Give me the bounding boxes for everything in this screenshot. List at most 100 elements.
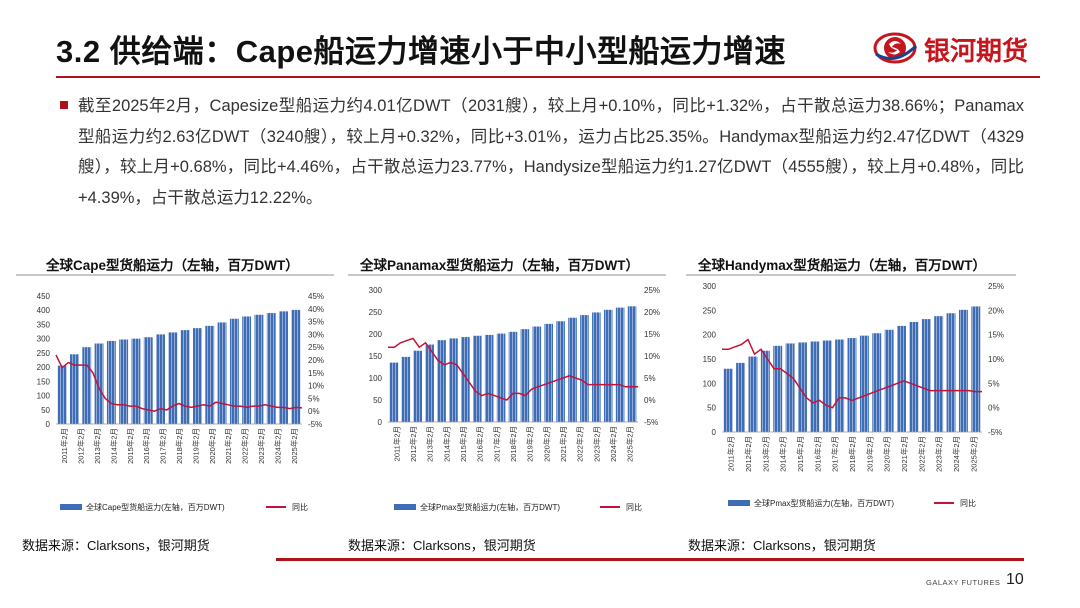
y-right-tick-label: 0%	[644, 396, 656, 405]
yoy-line	[722, 338, 982, 409]
capacity-bar	[884, 329, 894, 432]
y-right-tick-label: 10%	[644, 352, 660, 361]
y-left-tick-label: 50	[41, 406, 50, 415]
chart-title-divider	[348, 274, 666, 276]
y-right-tick-label: 40%	[308, 305, 324, 314]
x-tick-label: 2021年2月	[223, 428, 233, 464]
capacity-bar	[822, 340, 832, 432]
capacity-bar	[934, 316, 944, 432]
chart-title-handymax: 全球Handymax型货船运力（左轴，百万DWT）	[698, 258, 987, 273]
y-right-tick-label: 30%	[308, 330, 324, 339]
x-tick-label: 2014年2月	[108, 428, 118, 464]
x-tick-label: 2020年2月	[207, 428, 217, 464]
capacity-bar	[82, 347, 92, 424]
y-left-tick-label: 50	[373, 396, 382, 405]
capacity-bar	[57, 365, 67, 424]
y-right-tick-label: 5%	[644, 374, 656, 383]
capacity-bar	[736, 362, 746, 432]
y-right-tick-label: 5%	[308, 394, 320, 403]
chart-source-panamax: 数据来源：Clarksons，银河期货	[348, 538, 536, 553]
legend-line-label: 同比	[960, 498, 976, 508]
y-left-tick-label: 200	[369, 330, 383, 339]
x-tick-label: 2015年2月	[795, 436, 805, 472]
capacity-bar	[205, 325, 215, 424]
capacity-bar	[217, 322, 227, 424]
x-tick-label: 2014年2月	[778, 436, 788, 472]
x-tick-label: 2023年2月	[591, 426, 601, 462]
y-left-tick-label: 0	[378, 418, 383, 427]
footer-brand: GALAXY FUTURES	[926, 578, 1001, 587]
y-right-tick-label: 5%	[988, 379, 1000, 388]
x-tick-label: 2025年2月	[968, 436, 978, 472]
capacity-bar	[461, 337, 470, 422]
capacity-bar	[413, 350, 423, 422]
x-tick-label: 2013年2月	[760, 436, 770, 472]
x-tick-label: 2024年2月	[608, 426, 618, 462]
title-divider	[56, 76, 1040, 78]
x-tick-label: 2016年2月	[812, 436, 822, 472]
x-tick-label: 2011年2月	[59, 428, 69, 463]
galaxy-logo-icon	[873, 32, 918, 64]
x-tick-label: 2019年2月	[190, 428, 200, 464]
x-tick-label: 2017年2月	[491, 426, 501, 462]
x-tick-label: 2014年2月	[441, 426, 451, 462]
y-left-tick-label: 250	[703, 306, 717, 315]
capacity-bar	[437, 340, 446, 422]
x-tick-label: 2012年2月	[743, 436, 753, 472]
yoy-line	[55, 354, 303, 412]
capacity-bar	[131, 338, 141, 424]
chart-source-handymax: 数据来源：Clarksons，银河期货	[688, 538, 876, 553]
x-tick-label: 2011年2月	[391, 426, 401, 461]
x-tick-label: 2016年2月	[475, 426, 485, 462]
capacity-bar	[484, 334, 494, 422]
capacity-bar	[266, 313, 276, 424]
handymax-capacity-chart: 0 50 100 150 200 250 300 -5% 0% 5% 10% 15% 20% 25% 201…	[703, 282, 1004, 508]
capacity-bar	[254, 314, 264, 424]
x-tick-label: 2015年2月	[125, 428, 135, 464]
x-tick-label: 2016年2月	[141, 428, 151, 464]
x-tick-label: 2015年2月	[458, 426, 468, 462]
y-left-tick-label: 0	[46, 420, 51, 429]
chart-title-cape: 全球Cape型货船运力（左轴，百万DWT）	[46, 258, 299, 273]
capacity-bar	[897, 325, 906, 432]
x-tick-label: 2020年2月	[541, 426, 551, 462]
panamax-capacity-chart: 0 50 100 150 200 250 300 -5% 0% 5% 10% 15% 20% 25% 201…	[369, 286, 660, 512]
yoy-line	[388, 337, 638, 401]
legend-bar-swatch	[728, 500, 750, 506]
x-tick-label: 2017年2月	[830, 436, 840, 472]
x-tick-label: 2018年2月	[508, 426, 518, 462]
x-tick-label: 2020年2月	[882, 436, 892, 472]
footer-divider	[276, 558, 1024, 561]
summary-paragraph: 截至2025年2月，Capesize型船运力约4.01亿DWT（2031艘），较…	[78, 97, 1024, 207]
chart-title-panamax: 全球Panamax型货船运力（左轴，百万DWT）	[360, 258, 640, 273]
y-left-tick-label: 200	[37, 363, 51, 372]
y-right-tick-label: -5%	[644, 418, 658, 427]
y-right-tick-label: 15%	[644, 330, 660, 339]
y-left-tick-label: 100	[703, 379, 717, 388]
bullet-square-icon	[60, 101, 68, 109]
cape-capacity-chart: 0 50 100 150 200 250 300 350 400 450 -5% 0% 5% 10% 15%…	[37, 292, 324, 512]
y-right-tick-label: 15%	[988, 331, 1004, 340]
x-tick-label: 2013年2月	[425, 426, 435, 462]
legend-bar-label: 全球Pmax型货船运力(左轴，百万DWT)	[420, 502, 560, 512]
y-right-tick-label: 10%	[308, 382, 324, 391]
x-tick-label: 2018年2月	[174, 428, 184, 464]
capacity-bar	[473, 335, 482, 422]
capacity-bar	[835, 339, 845, 432]
x-tick-label: 2018年2月	[847, 436, 857, 472]
y-left-tick-label: 300	[703, 282, 717, 291]
x-tick-label: 2012年2月	[408, 426, 418, 462]
y-left-tick-label: 400	[37, 306, 51, 315]
y-left-tick-label: 150	[703, 355, 717, 364]
capacity-bar	[279, 311, 288, 424]
y-right-tick-label: 15%	[308, 369, 324, 378]
x-tick-label: 2022年2月	[240, 428, 250, 464]
y-right-tick-label: 35%	[308, 318, 324, 327]
y-right-tick-label: -5%	[308, 420, 322, 429]
x-tick-label: 2021年2月	[558, 426, 568, 462]
capacity-bar	[401, 356, 411, 422]
capacity-bar	[425, 344, 434, 422]
capacity-bar	[496, 333, 506, 422]
page-number: 10	[1006, 571, 1024, 588]
capacity-bar	[291, 309, 301, 424]
